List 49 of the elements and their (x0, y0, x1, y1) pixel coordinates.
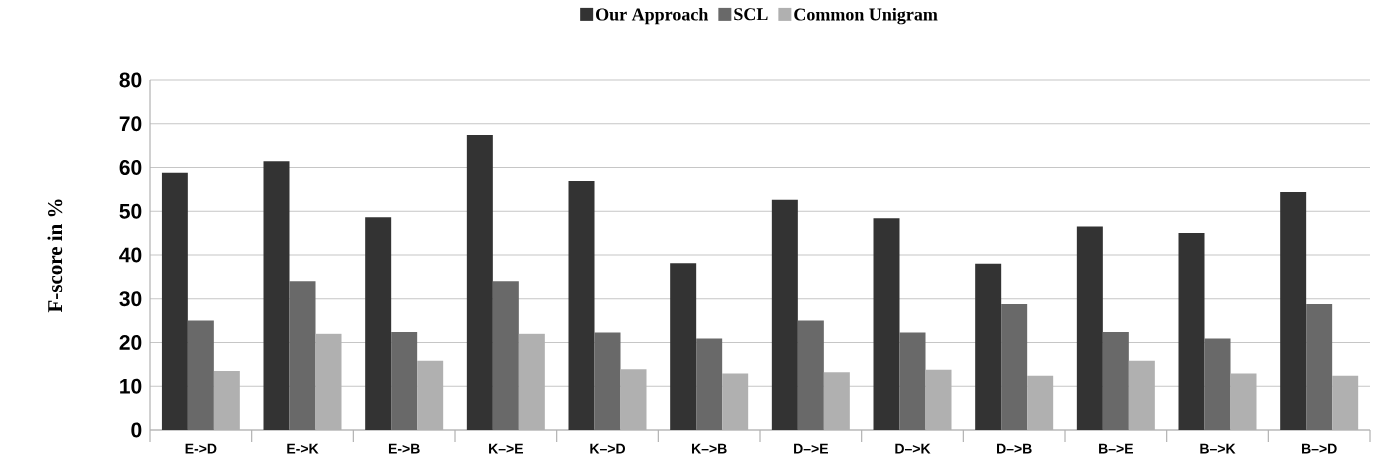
x-tick-label: B–>E (1099, 443, 1133, 454)
bar (492, 281, 519, 430)
x-tick-label: D–>E (794, 443, 828, 454)
bar (1001, 304, 1028, 430)
bar (899, 332, 926, 430)
bar (568, 181, 595, 430)
bar (1178, 233, 1205, 430)
bar (187, 320, 214, 430)
bar (289, 281, 316, 430)
x-tick-label: B–>D (1302, 443, 1337, 454)
bar (975, 263, 1002, 430)
y-tick-label: 0 (131, 422, 142, 438)
y-tick-label: 10 (120, 378, 142, 394)
x-tick-label: K–>E (489, 443, 523, 454)
x-tick-label: K–>B (692, 443, 727, 454)
y-tick-label: 70 (119, 116, 142, 132)
y-tick-label: 60 (119, 160, 142, 175)
y-tick-label: 40 (119, 247, 142, 263)
x-tick-label: E->K (287, 443, 319, 454)
bar (1306, 304, 1333, 430)
bar (771, 199, 798, 430)
bar (365, 217, 392, 430)
x-tick-label: E->D (185, 443, 217, 454)
x-tick-label: K–>D (590, 443, 625, 454)
bar (797, 320, 824, 430)
y-tick-label: 30 (119, 291, 142, 307)
y-tick-label: 20 (119, 335, 142, 350)
bar (873, 218, 900, 430)
x-tick-label: B–>K (1200, 443, 1236, 454)
bar (696, 338, 723, 430)
bar (161, 172, 188, 430)
x-tick-label: D–>B (997, 443, 1032, 454)
legend-label: Common Unigram (794, 7, 938, 25)
legend-label: Our Approach (596, 7, 709, 25)
bar (1102, 332, 1129, 430)
y-tick-label: 50 (119, 203, 142, 219)
x-tick-label: E->B (388, 443, 420, 454)
bar (391, 332, 418, 430)
x-tick-label: D–>K (895, 443, 931, 454)
bar (466, 135, 493, 430)
bar (1076, 226, 1103, 430)
bar (263, 161, 290, 430)
y-axis-title: F-score in % (47, 199, 63, 313)
bar (1204, 338, 1231, 430)
y-tick-label: 80 (119, 72, 142, 88)
bar (670, 263, 697, 430)
bar (1280, 192, 1307, 430)
bar (594, 332, 621, 430)
legend-label: SCL (734, 8, 768, 21)
